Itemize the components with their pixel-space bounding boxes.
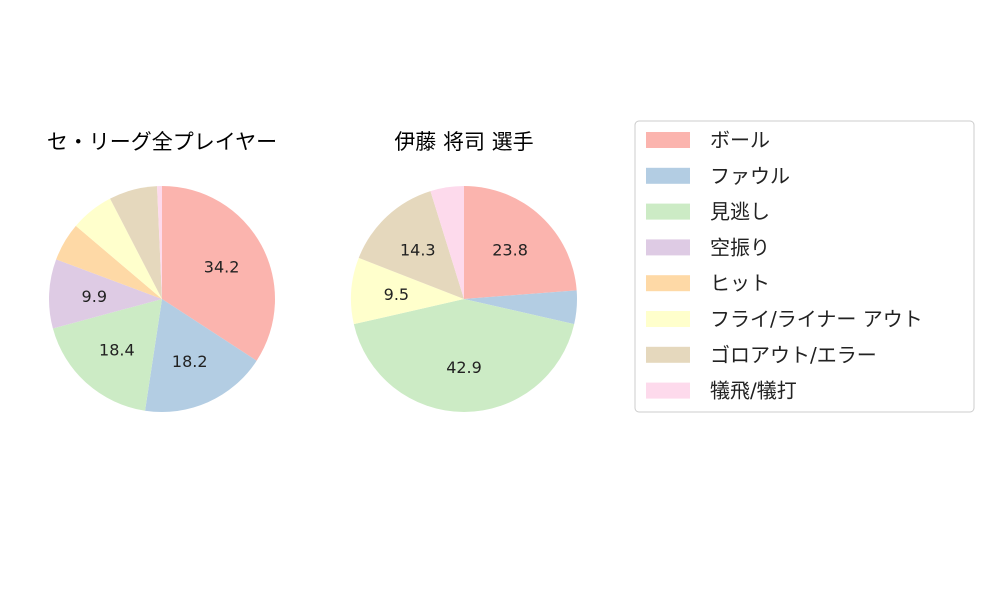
pie0-label-3: 9.9: [82, 287, 107, 306]
legend-label-7: 犠飛/犠打: [710, 379, 797, 403]
legend-label-2: 見逃し: [710, 200, 770, 224]
pie0-label-2: 18.4: [99, 341, 135, 360]
legend-swatch-7: [646, 382, 690, 399]
legend-label-5: フライ/ライナー アウト: [710, 307, 923, 331]
pie1-label-0: 23.8: [492, 240, 528, 259]
legend-label-1: ファウル: [710, 164, 790, 188]
legend-label-3: 空振り: [710, 235, 770, 259]
legend-swatch-2: [646, 203, 690, 220]
legend-swatch-6: [646, 346, 690, 363]
pie0-slice-5: [75, 198, 162, 299]
pie1-label-6: 14.3: [400, 240, 436, 259]
pie0-slice-4: [56, 225, 163, 299]
pie1-slice-1: [464, 290, 577, 325]
pie0-label-0: 34.2: [204, 258, 240, 277]
pie0-slice-0: [162, 186, 275, 361]
legend-swatch-4: [646, 275, 690, 292]
legend-swatch-1: [646, 167, 690, 184]
legend-swatch-0: [646, 132, 690, 148]
legend-swatch-3: [646, 239, 690, 256]
pie0-label-1: 18.2: [172, 352, 208, 371]
pie-chart-league: 34.2 18.2 18.4 9.9: [48, 186, 275, 412]
legend-swatch-5: [646, 311, 690, 327]
pie1-label-2: 42.9: [446, 358, 482, 377]
pie1-slice-5: [351, 257, 464, 325]
pie-title-league: セ・リーグ全プレイヤー: [47, 130, 277, 154]
legend-label-6: ゴロアウト/エラー: [710, 343, 877, 367]
pie0-slice-2: [52, 299, 162, 411]
legend-label-0: ボール: [710, 128, 770, 152]
pie0-slice-3: [48, 259, 162, 329]
pie1-slice-0: [464, 186, 577, 299]
pie1-slice-7: [430, 186, 464, 299]
pie1-label-5: 9.5: [384, 285, 409, 304]
legend-frame: [634, 120, 975, 413]
pie1-slice-6: [358, 191, 464, 299]
legend-label-4: ヒット: [710, 271, 770, 295]
pie0-slice-6: [110, 186, 162, 299]
pie1-slice-2: [353, 299, 575, 413]
pie-title-player: 伊藤 将司 選手: [394, 130, 533, 154]
pie-chart-player: 23.8 42.9 9.5 14.3: [351, 186, 577, 413]
pie0-slice-7: [157, 186, 162, 299]
pie0-slice-1: [145, 299, 257, 412]
